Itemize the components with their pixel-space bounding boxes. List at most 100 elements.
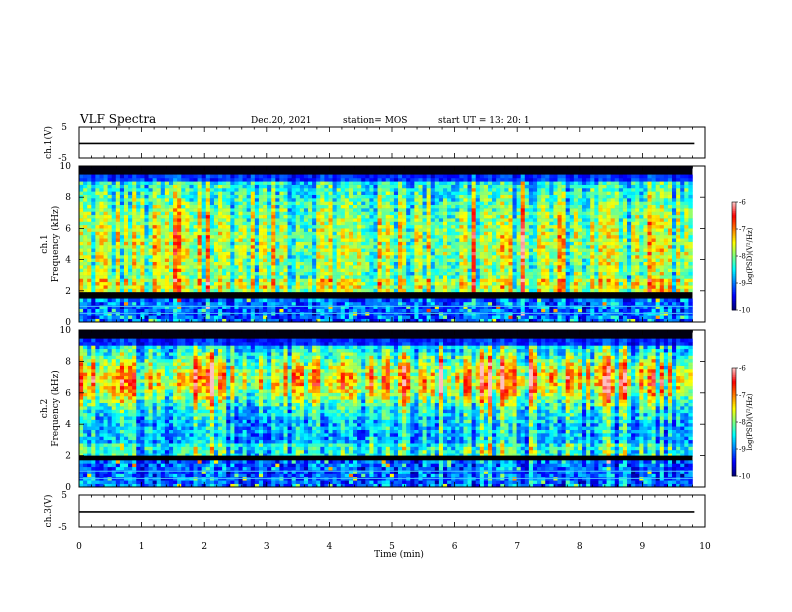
ch1-spectrogram-cell: [528, 211, 534, 216]
ch1-spectrogram-cell: [168, 285, 174, 289]
ch1-spectrogram-cell: [365, 275, 370, 279]
ch1-spectrogram-cell: [377, 268, 382, 273]
ch1-spectrogram-cell: [508, 174, 513, 179]
ch1-spectrogram-cell: [487, 174, 493, 179]
ch1-spectrogram-cell: [520, 214, 526, 219]
ch1-spectrogram-cell: [238, 224, 243, 229]
ch1-spectrogram-cell: [463, 238, 468, 242]
ch1-spectrogram-cell: [541, 261, 546, 266]
ch1-spectrogram-cell: [303, 308, 309, 313]
ch1-spectrogram-cell: [209, 268, 215, 273]
ch1-spectrogram-cell: [463, 191, 468, 195]
ch1-spectrogram-cell: [410, 198, 415, 202]
ch1-spectrogram-cell: [447, 248, 452, 252]
ch1-spectrogram-cell: [140, 234, 145, 239]
ch1-spectrogram-cell: [205, 275, 211, 279]
ch1-spectrogram-cell: [189, 305, 194, 309]
ch1-spectrogram-cell: [336, 254, 342, 259]
ch1-spectrogram-cell: [230, 194, 235, 199]
ch1-spectrogram-cell: [463, 241, 468, 246]
ch1-spectrogram-cell: [459, 218, 464, 222]
ch1-spectrogram-cell: [438, 244, 444, 249]
ch1-spectrogram-cell: [242, 221, 247, 226]
ch1-spectrogram-cell: [83, 187, 88, 192]
ch1-spectrogram-cell: [418, 271, 423, 276]
ch1-spectrogram-cell: [496, 271, 501, 276]
ch1-spectrogram-cell: [156, 211, 162, 216]
ch1-spectrogram-cell: [107, 208, 113, 212]
ch1-spectrogram-cell: [479, 177, 485, 182]
ch1-spectrogram-cell: [532, 241, 538, 246]
ch1-spectrogram-cell: [181, 224, 186, 229]
ch1-spectrogram-cell: [222, 308, 227, 313]
ch1-spectrogram-cell: [107, 318, 113, 323]
ch1-spectrogram-cell: [385, 258, 391, 262]
ch1-spectrogram-cell: [246, 281, 252, 286]
ch1-spectrogram-cell: [504, 318, 509, 323]
ch1-spectrogram-cell: [128, 234, 133, 239]
ch1-spectrogram-cell: [455, 214, 460, 219]
ch1-spectrogram-cell: [111, 275, 117, 279]
ch1-spectrogram-cell: [537, 248, 542, 252]
ch1-spectrogram-cell: [160, 211, 166, 216]
ch1-spectrogram-cell: [512, 308, 517, 313]
ch1-spectrogram-cell: [340, 298, 346, 303]
ch1-spectrogram-cell: [242, 198, 247, 202]
ch1-spectrogram-cell: [181, 275, 186, 279]
ch1-spectrogram-cell: [377, 271, 382, 276]
ch1-spectrogram-cell: [177, 208, 182, 212]
ch1-spectrogram-cell: [91, 258, 96, 262]
ch1-spectrogram-cell: [160, 238, 166, 242]
ch1-spectrogram-cell: [504, 238, 509, 242]
ch1-spectrogram-cell: [418, 254, 423, 259]
ch1-spectrogram-cell: [340, 231, 346, 236]
ch1-spectrogram-cell: [467, 265, 472, 269]
ch1-spectrogram-cell: [254, 218, 260, 222]
ch1-spectrogram-cell: [107, 305, 113, 309]
ch1-spectrogram-cell: [308, 301, 313, 306]
ch1-spectrogram-cell: [258, 251, 264, 256]
ch1-spectrogram-cell: [254, 177, 260, 182]
ch1-spectrogram-cell: [332, 204, 337, 209]
ch1-spectrogram-cell: [312, 244, 317, 249]
ch1-spectrogram-cell: [459, 271, 464, 276]
ch1-spectrogram-cell: [205, 181, 211, 185]
ch1-spectrogram-cell: [308, 271, 313, 276]
ch1-spectrogram-cell: [336, 248, 342, 252]
ch1-spectrogram-cell: [250, 194, 256, 199]
ch1-spectrogram-cell: [197, 214, 202, 219]
ch1-spectrogram-cell: [218, 177, 223, 182]
ch1-spectrogram-cell: [152, 174, 158, 179]
ch1-spectrogram-cell: [398, 208, 403, 212]
ch1-spectrogram-cell: [83, 214, 88, 219]
ch1-spectrogram-cell: [414, 281, 419, 286]
ch1-spectrogram-cell: [242, 234, 247, 239]
ch1-spectrogram-cell: [275, 198, 280, 202]
ch1-spectrogram-cell: [398, 268, 403, 273]
ch1-spectrogram-cell: [87, 244, 92, 249]
ch1-spectrogram-cell: [406, 278, 411, 283]
ch1-spectrogram-cell: [218, 191, 223, 195]
ch1-spectrogram-cell: [83, 258, 88, 262]
ch1-spectrogram-cell: [537, 187, 542, 192]
ch1-spectrogram-cell: [132, 251, 137, 256]
ch1-spectrogram-cell: [475, 298, 481, 303]
ch1-spectrogram-cell: [487, 184, 493, 189]
ch1-spectrogram-cell: [295, 275, 301, 279]
ch1-spectrogram-cell: [434, 298, 440, 303]
ch1-spectrogram-cell: [545, 198, 550, 202]
ch1-spectrogram-cell: [258, 184, 264, 189]
ch1-spectrogram-cell: [201, 251, 207, 256]
ch1-spectrogram-cell: [504, 315, 509, 319]
ch1-spectrogram-cell: [381, 315, 387, 319]
ch1-spectrogram-cell: [475, 281, 481, 286]
ch1-spectrogram-cell: [95, 251, 100, 256]
ch1-spectrogram-cell: [201, 254, 207, 259]
ch1-spectrogram-cell: [422, 271, 427, 276]
ch1-spectrogram-cell: [230, 208, 235, 212]
ch1-spectrogram-cell: [357, 177, 362, 182]
ch1-spectrogram-cell: [148, 298, 153, 303]
ch1-spectrogram-cell: [340, 275, 346, 279]
ch1-spectrogram-cell: [295, 261, 301, 266]
ch1-spectrogram-cell: [353, 221, 358, 226]
